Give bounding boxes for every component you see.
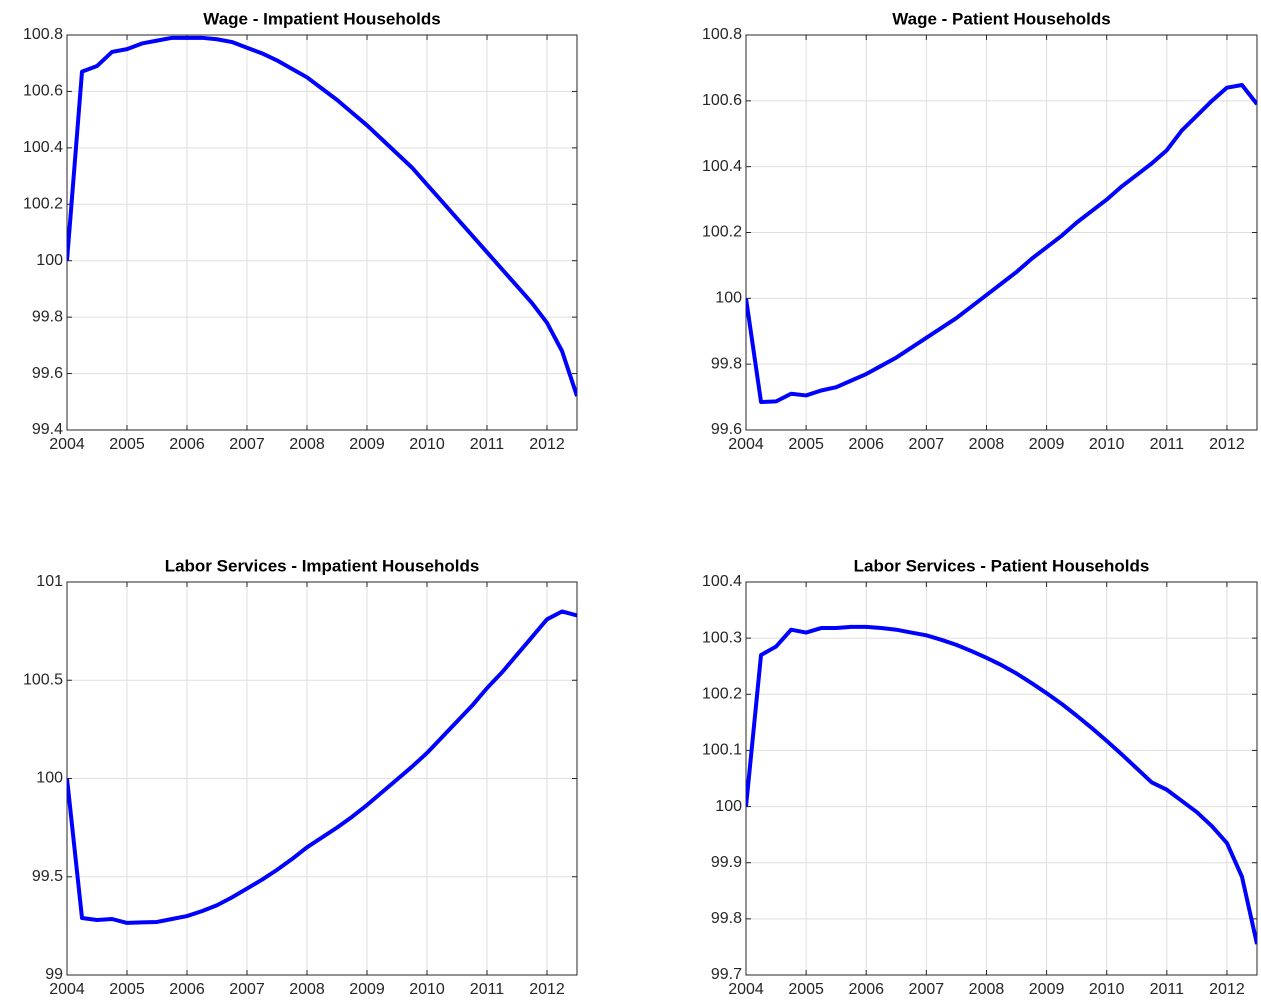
x-tick-label: 2012 (1209, 436, 1245, 453)
axes-box (66, 34, 578, 431)
x-tick-label: 2011 (470, 981, 505, 998)
x-tick-label: 2007 (909, 436, 945, 453)
y-tick-label: 100.2 (702, 224, 742, 241)
y-tick-label: 99.8 (711, 355, 742, 372)
y-tick-label: 100.1 (702, 742, 742, 759)
data-line (746, 624, 1257, 945)
x-tick-label: 2007 (229, 981, 265, 998)
y-tick-label: 99.8 (711, 910, 742, 927)
y-tick-label: 99.4 (32, 421, 63, 438)
chart-title: Wage - Impatient Households (203, 9, 440, 28)
x-tick-label: 2009 (349, 436, 385, 453)
chart-title: Labor Services - Impatient Households (165, 556, 480, 575)
axes-box (745, 581, 1258, 976)
y-tick-label: 100.8 (702, 26, 742, 43)
plot-area (67, 35, 577, 430)
y-tick-label: 100.5 (23, 671, 63, 688)
y-tick-label: 100 (36, 252, 63, 269)
x-tick-label: 2004 (49, 436, 85, 453)
x-tick-label: 2009 (1029, 981, 1065, 998)
y-tick-label: 99.9 (711, 854, 742, 871)
chart-title: Wage - Patient Households (892, 9, 1111, 28)
x-tick-label: 2008 (969, 981, 1005, 998)
y-tick-label: 99.6 (32, 365, 63, 382)
y-tick-label: 99 (45, 966, 63, 983)
x-tick-label: 2007 (229, 436, 265, 453)
x-tick-label: 2011 (1150, 436, 1185, 453)
chart-title: Labor Services - Patient Households (854, 556, 1150, 575)
x-tick-label: 2004 (728, 981, 764, 998)
y-tick-label: 100 (715, 798, 742, 815)
x-tick-label: 2005 (788, 436, 824, 453)
y-tick-label: 100 (36, 770, 63, 787)
data-line (67, 609, 577, 925)
y-tick-label: 99.5 (32, 868, 63, 885)
data-line (746, 83, 1257, 405)
x-tick-label: 2008 (289, 981, 325, 998)
x-tick-label: 2008 (969, 436, 1005, 453)
x-tick-label: 2012 (529, 981, 565, 998)
y-tick-label: 99.8 (32, 308, 63, 325)
y-tick-label: 100.4 (702, 573, 742, 590)
x-tick-label: 2005 (788, 981, 824, 998)
x-tick-label: 2010 (409, 981, 445, 998)
y-tick-label: 100.6 (23, 83, 63, 100)
x-tick-label: 2012 (529, 436, 565, 453)
x-tick-label: 2012 (1209, 981, 1245, 998)
x-tick-label: 2010 (1089, 981, 1125, 998)
x-tick-label: 2010 (409, 436, 445, 453)
x-tick-label: 2004 (49, 981, 85, 998)
y-tick-label: 100.8 (23, 26, 63, 43)
y-tick-label: 99.6 (711, 421, 742, 438)
y-tick-label: 99.7 (711, 966, 742, 983)
x-tick-label: 2006 (848, 436, 884, 453)
x-tick-label: 2010 (1089, 436, 1125, 453)
x-tick-label: 2011 (470, 436, 505, 453)
x-tick-label: 2005 (109, 436, 145, 453)
y-tick-label: 100.4 (702, 158, 742, 175)
y-tick-label: 100.3 (702, 629, 742, 646)
axes-box (745, 34, 1258, 431)
x-tick-label: 2006 (848, 981, 884, 998)
x-tick-label: 2009 (349, 981, 385, 998)
x-tick-label: 2008 (289, 436, 325, 453)
x-tick-label: 2005 (109, 981, 145, 998)
y-tick-label: 100.2 (23, 196, 63, 213)
x-tick-label: 2006 (169, 436, 205, 453)
plot-area (746, 582, 1257, 975)
x-tick-label: 2007 (909, 981, 945, 998)
y-tick-label: 100.4 (23, 139, 63, 156)
x-tick-label: 2006 (169, 981, 205, 998)
y-tick-label: 100.2 (702, 686, 742, 703)
x-tick-label: 2009 (1029, 436, 1065, 453)
y-tick-label: 100.6 (702, 92, 742, 109)
data-line (67, 35, 577, 397)
y-tick-label: 101 (36, 573, 63, 590)
x-tick-label: 2011 (1150, 981, 1185, 998)
y-tick-label: 100 (715, 290, 742, 307)
x-tick-label: 2004 (728, 436, 764, 453)
